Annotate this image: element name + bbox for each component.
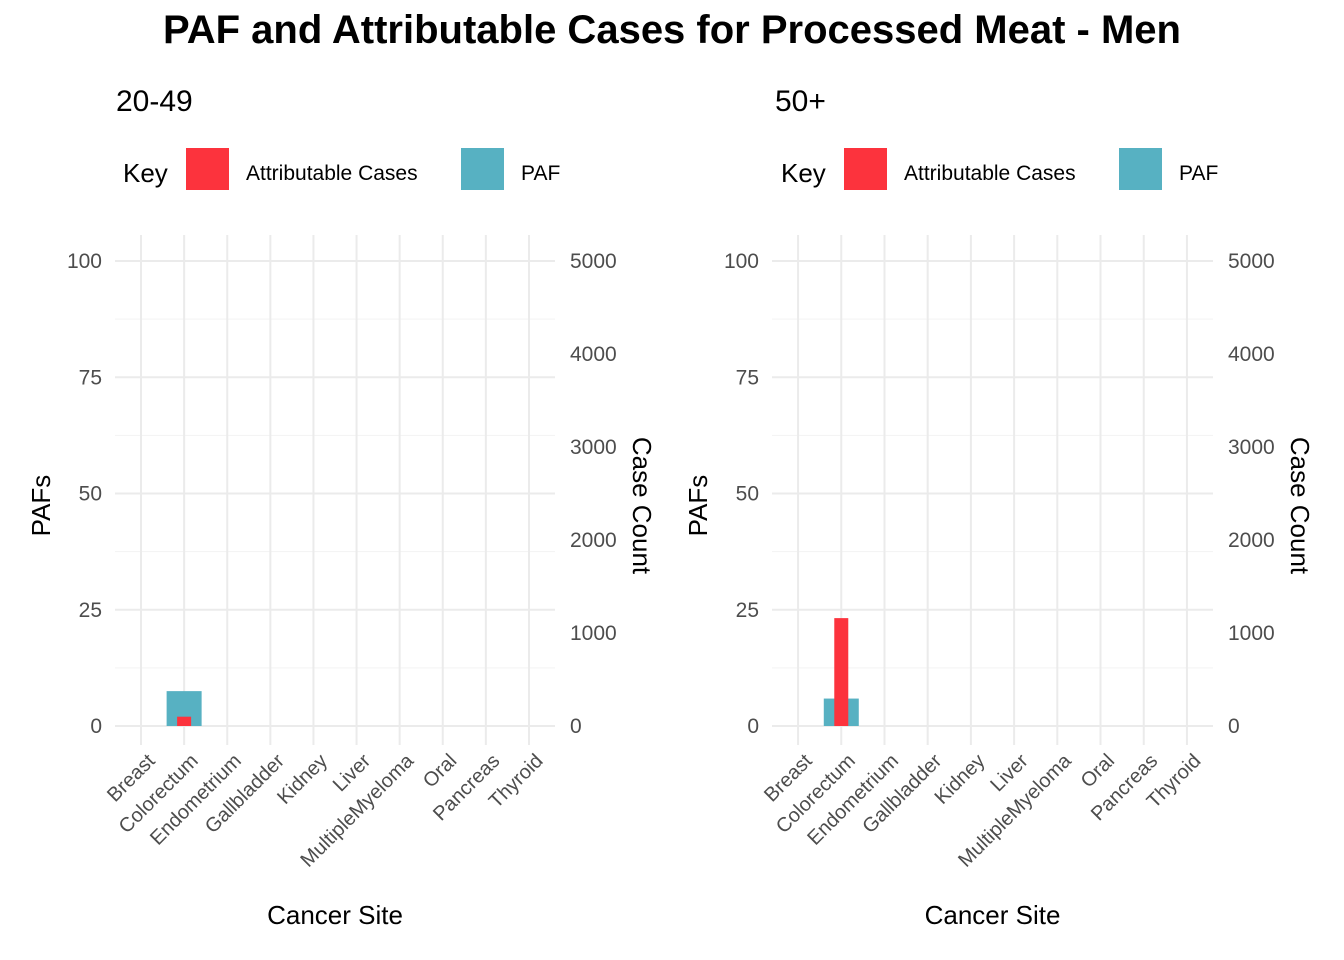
y-axis-title: PAFs: [683, 475, 713, 537]
y-tick-label: 75: [79, 366, 102, 389]
y-tick-label: 100: [724, 250, 759, 273]
panel-right: 50+Key Attributable Cases PAF0255075100010…: [683, 85, 1315, 930]
y-tick-label: 0: [747, 715, 759, 738]
y2-tick-label: 3000: [570, 436, 617, 459]
legend-label: PAF: [1179, 162, 1218, 185]
y-tick-label: 50: [736, 483, 759, 506]
x-axis-title: Cancer Site: [925, 900, 1061, 930]
legend-swatch-paf: [1119, 148, 1162, 190]
legend-label: PAF: [521, 162, 560, 185]
x-axis-title: Cancer Site: [267, 900, 403, 930]
y-tick-label: 25: [79, 599, 102, 622]
panel-title: 50+: [775, 85, 826, 118]
bar-cases-colorectum: [177, 716, 192, 726]
legend-label: Attributable Cases: [246, 162, 418, 185]
panel-title: 20-49: [116, 85, 193, 118]
y-tick-label: 25: [736, 599, 759, 622]
legend-title: Key: [123, 158, 168, 188]
y2-tick-label: 1000: [570, 622, 617, 645]
legend-swatch-attributable-cases: [844, 148, 887, 190]
legend-label: Attributable Cases: [904, 162, 1076, 185]
y-tick-label: 75: [736, 366, 759, 389]
y2-axis-title: Case Count: [1285, 437, 1315, 575]
legend-swatch-attributable-cases: [186, 148, 229, 190]
y2-tick-label: 0: [1228, 715, 1240, 738]
y2-axis-title: Case Count: [627, 437, 657, 575]
y2-tick-label: 5000: [570, 250, 617, 273]
bar-cases-colorectum: [834, 618, 849, 726]
legend-title: Key: [781, 158, 826, 188]
y2-tick-label: 2000: [570, 529, 617, 552]
y-tick-label: 0: [90, 715, 102, 738]
legend: Key Attributable Cases PAF: [781, 148, 1218, 190]
y-axis-title: PAFs: [26, 475, 56, 537]
chart-title: PAF and Attributable Cases for Processed…: [163, 8, 1181, 52]
y2-tick-label: 3000: [1228, 436, 1275, 459]
y2-tick-label: 2000: [1228, 529, 1275, 552]
legend: Key Attributable Cases PAF: [123, 148, 560, 190]
y2-tick-label: 5000: [1228, 250, 1275, 273]
y-tick-label: 100: [67, 250, 102, 273]
y2-tick-label: 1000: [1228, 622, 1275, 645]
y2-tick-label: 4000: [1228, 343, 1275, 366]
y-tick-label: 50: [79, 483, 102, 506]
y2-tick-label: 0: [570, 715, 582, 738]
y2-tick-label: 4000: [570, 343, 617, 366]
legend-swatch-paf: [461, 148, 504, 190]
